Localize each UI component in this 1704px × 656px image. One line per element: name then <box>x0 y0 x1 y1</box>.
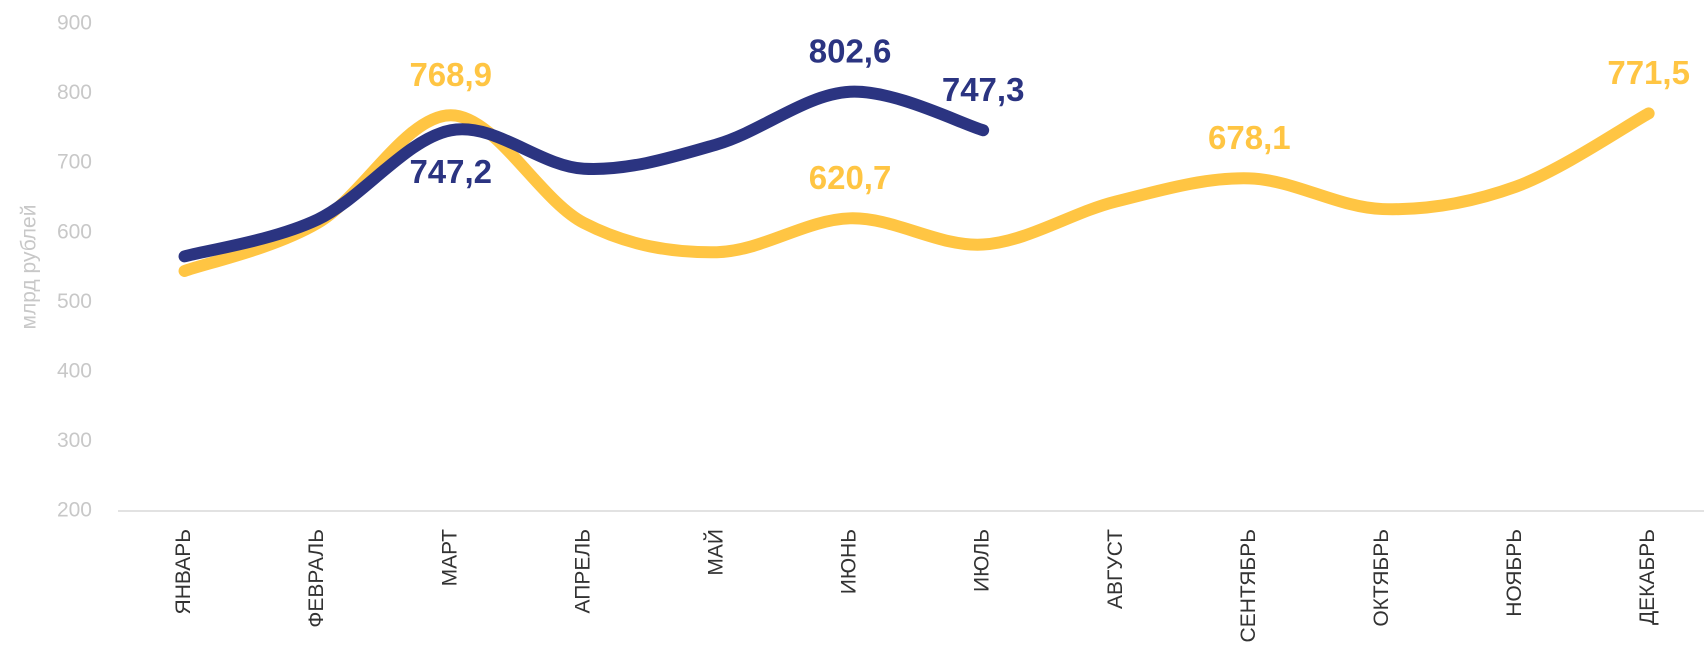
x-tick-label: АПРЕЛЬ <box>571 529 594 613</box>
line <box>178 107 1655 277</box>
x-tick-label: ЯНВАРЬ <box>172 529 195 614</box>
x-tick-label: МАЙ <box>703 529 727 576</box>
x-tick-label: ДЕКАБРЬ <box>1636 529 1659 625</box>
y-tick-label: 200 <box>57 499 92 522</box>
line <box>178 85 990 263</box>
x-tick-label: ИЮНЬ <box>838 529 861 594</box>
y-axis-label: млрд рублей <box>18 205 41 330</box>
x-tick-label: ИЮЛЬ <box>971 529 994 592</box>
x-tick-label: ОКТЯБРЬ <box>1370 529 1393 627</box>
x-tick-label: НОЯБРЬ <box>1503 529 1526 617</box>
data-label: 747,2 <box>409 153 492 190</box>
data-label: 620,7 <box>809 159 892 196</box>
x-tick-label: ФЕВРАЛЬ <box>305 529 328 628</box>
x-tick-label: СЕНТЯБРЬ <box>1237 529 1260 642</box>
y-tick-label: 600 <box>57 220 92 243</box>
y-tick-label: 400 <box>57 359 92 382</box>
data-label: 768,9 <box>409 56 492 93</box>
y-tick-label: 700 <box>57 151 92 174</box>
y-tick-label: 300 <box>57 429 92 452</box>
data-label: 771,5 <box>1607 54 1690 91</box>
x-tick-label: МАРТ <box>438 529 461 587</box>
data-label: 802,6 <box>809 32 892 69</box>
data-label: 678,1 <box>1208 119 1291 156</box>
y-tick-label: 900 <box>57 12 92 35</box>
y-tick-label: 800 <box>57 81 92 104</box>
y-tick-label: 500 <box>57 290 92 313</box>
x-tick-label: АВГУСТ <box>1104 529 1127 609</box>
data-label: 747,3 <box>942 71 1025 108</box>
